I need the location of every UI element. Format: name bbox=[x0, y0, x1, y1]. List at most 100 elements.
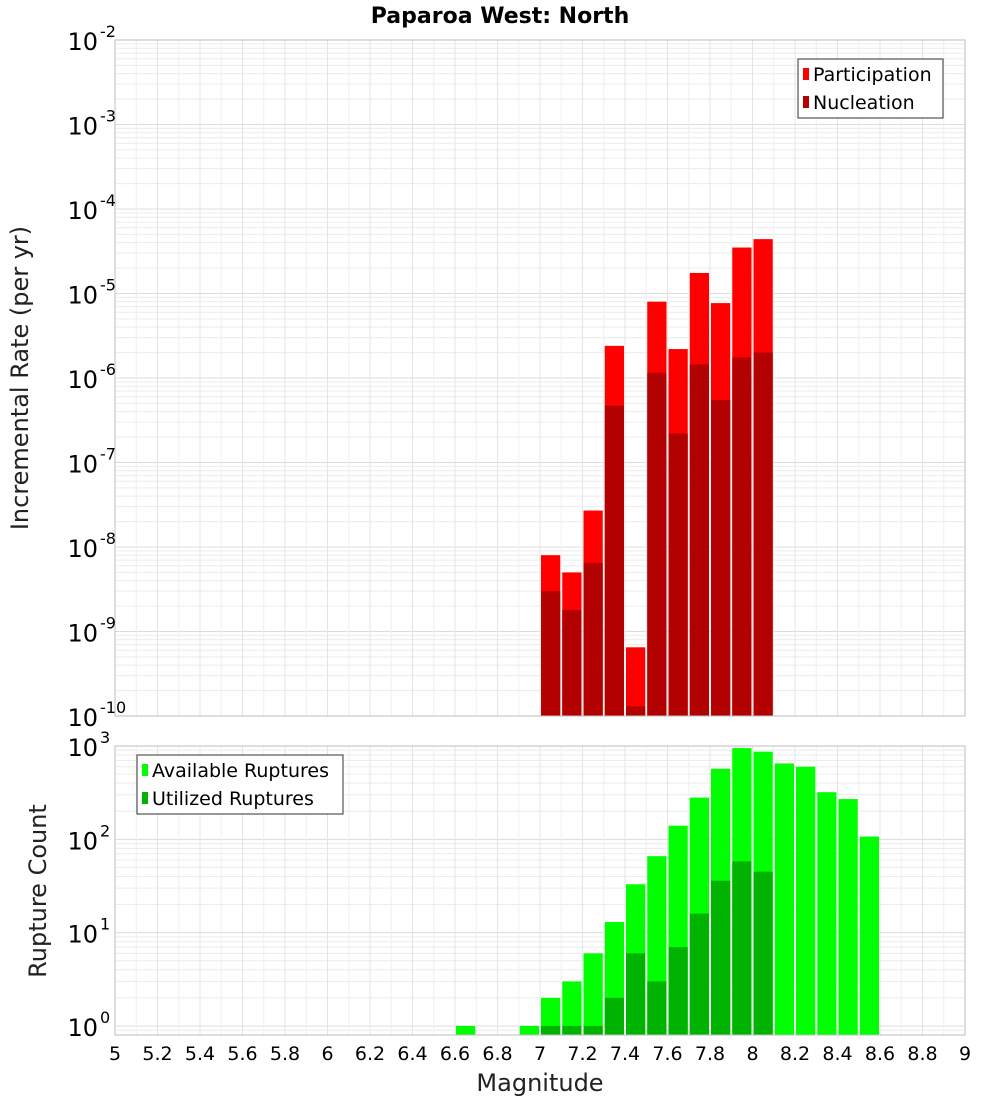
rate-y-tick-label: 10 bbox=[67, 620, 98, 648]
rate-plot-frame bbox=[114, 39, 966, 717]
count-bar-available-ruptures bbox=[541, 997, 561, 1035]
count-legend-box bbox=[136, 754, 344, 815]
x-tick-label: 6.2 bbox=[355, 1043, 385, 1065]
count-bar-available-ruptures bbox=[583, 953, 603, 1035]
count-bar-utilized-ruptures bbox=[647, 981, 667, 1035]
count-bar-utilized-ruptures bbox=[583, 1025, 603, 1035]
count-plot-frame bbox=[114, 745, 966, 1036]
rate-y-tick-label: 10 bbox=[67, 28, 98, 56]
rate-legend-swatch bbox=[803, 96, 809, 108]
rate-y-tick-label: 10 bbox=[67, 197, 98, 225]
x-tick-label: 7.6 bbox=[652, 1043, 682, 1065]
x-tick-label: 6.4 bbox=[397, 1043, 427, 1065]
count-bar-utilized-ruptures bbox=[562, 1025, 582, 1035]
rate-bar-participation bbox=[626, 647, 646, 716]
rate-bar-nucleation bbox=[583, 562, 603, 716]
x-tick-label: 6 bbox=[321, 1043, 333, 1065]
count-y-tick-exponent: 1 bbox=[100, 915, 110, 934]
rate-y-tick-exponent: -10 bbox=[100, 698, 126, 717]
count-y-tick-exponent: 0 bbox=[100, 1008, 110, 1027]
rate-bar-nucleation bbox=[668, 433, 688, 716]
x-tick-label: 5.2 bbox=[142, 1043, 172, 1065]
rate-y-tick-label: 10 bbox=[67, 366, 98, 394]
count-bar-utilized-ruptures bbox=[732, 861, 752, 1035]
count-y-tick-label: 10 bbox=[67, 1014, 98, 1042]
rate-legend-label: Participation bbox=[813, 64, 932, 86]
count-legend-swatch bbox=[142, 764, 148, 776]
rate-bar-nucleation bbox=[689, 364, 709, 716]
x-tick-label: 6.8 bbox=[482, 1043, 512, 1065]
count-bar-utilized-ruptures bbox=[711, 880, 731, 1035]
count-legend-label: Available Ruptures bbox=[152, 760, 329, 782]
rate-bar-nucleation bbox=[647, 372, 667, 716]
count-bar-utilized-ruptures bbox=[689, 913, 709, 1035]
x-tick-label: 8.4 bbox=[822, 1043, 852, 1065]
rate-y-tick-exponent: -2 bbox=[100, 22, 116, 41]
x-tick-label: 7.8 bbox=[695, 1043, 725, 1065]
rate-y-tick-label: 10 bbox=[67, 282, 98, 310]
rate-y-tick-exponent: -7 bbox=[100, 445, 116, 464]
count-bar-utilized-ruptures bbox=[541, 1025, 561, 1035]
x-tick-label: 5.4 bbox=[185, 1043, 215, 1065]
count-bar-available-ruptures bbox=[562, 981, 582, 1035]
magnitude-axis-label: Magnitude bbox=[476, 1069, 603, 1097]
x-tick-label: 7 bbox=[534, 1043, 546, 1065]
rate-y-tick-exponent: -9 bbox=[100, 614, 116, 633]
rate-axis-label: Incremental Rate (per yr) bbox=[6, 226, 34, 530]
chart-title: Paparoa West: North bbox=[371, 4, 629, 29]
count-legend: Available Ruptures Utilized Ruptures bbox=[136, 754, 344, 815]
count-legend-swatch bbox=[142, 792, 148, 804]
rate-y-tick-label: 10 bbox=[67, 451, 98, 479]
rate-bar-nucleation bbox=[753, 352, 773, 716]
count-y-tick-exponent: 2 bbox=[100, 821, 110, 840]
rate-bar-nucleation bbox=[562, 609, 582, 716]
rate-legend-swatch bbox=[803, 68, 809, 80]
x-tick-label: 7.2 bbox=[567, 1043, 597, 1065]
rate-legend: Participation Nucleation bbox=[797, 58, 944, 119]
count-bar-utilized-ruptures bbox=[626, 953, 646, 1035]
rate-y-tick-label: 10 bbox=[67, 535, 98, 563]
x-tick-label: 9 bbox=[959, 1043, 971, 1065]
count-bar-utilized-ruptures bbox=[753, 871, 773, 1035]
rate-legend-label: Nucleation bbox=[813, 92, 915, 114]
x-tick-label: 7.4 bbox=[610, 1043, 640, 1065]
x-tick-label: 5 bbox=[109, 1043, 121, 1065]
x-tick-label: 6.6 bbox=[440, 1043, 470, 1065]
rate-y-tick-exponent: -3 bbox=[100, 107, 116, 126]
rate-bar-nucleation bbox=[732, 357, 752, 716]
count-bar-utilized-ruptures bbox=[604, 997, 624, 1035]
count-bar-utilized-ruptures bbox=[668, 947, 688, 1035]
count-y-tick-exponent: 3 bbox=[100, 728, 110, 747]
count-bar-available-ruptures bbox=[519, 1025, 539, 1035]
rate-legend-box bbox=[797, 58, 944, 119]
count-bar-available-ruptures bbox=[796, 766, 816, 1035]
rate-y-tick-exponent: -4 bbox=[100, 191, 116, 210]
count-y-tick-label: 10 bbox=[67, 827, 98, 855]
count-bar-available-ruptures bbox=[456, 1025, 476, 1035]
x-tick-label: 8.6 bbox=[865, 1043, 895, 1065]
count-bar-available-ruptures bbox=[817, 792, 837, 1035]
count-y-tick-label: 10 bbox=[67, 921, 98, 949]
x-tick-label: 5.8 bbox=[270, 1043, 300, 1065]
x-tick-labels: 5 5.2 5.4 5.6 5.8 6 6.2 6.4 6.6 6.8 7 7.2 7.4 7.6 7.8 8… bbox=[109, 1043, 971, 1065]
rate-y-tick-label: 10 bbox=[67, 704, 98, 732]
rate-bar-nucleation bbox=[626, 706, 646, 716]
rate-bar-nucleation bbox=[711, 399, 731, 716]
x-tick-label: 8 bbox=[746, 1043, 758, 1065]
rate-bar-nucleation bbox=[604, 405, 624, 716]
rate-y-tick-label: 10 bbox=[67, 113, 98, 141]
rate-y-tick-exponent: -5 bbox=[100, 276, 116, 295]
x-tick-label: 5.6 bbox=[227, 1043, 257, 1065]
x-tick-label: 8.2 bbox=[780, 1043, 810, 1065]
count-axis-label: Rupture Count bbox=[24, 804, 52, 978]
count-legend-label: Utilized Ruptures bbox=[152, 788, 314, 810]
count-y-tick-label: 10 bbox=[67, 734, 98, 762]
count-bar-available-ruptures bbox=[859, 836, 879, 1035]
count-bar-available-ruptures bbox=[774, 763, 794, 1035]
rate-y-tick-exponent: -8 bbox=[100, 529, 116, 548]
x-tick-label: 8.8 bbox=[907, 1043, 937, 1065]
